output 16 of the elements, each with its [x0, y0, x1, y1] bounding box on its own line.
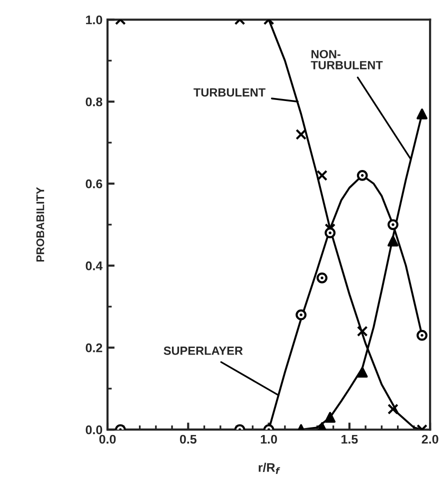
- x-tick-label: 0.5: [180, 434, 196, 444]
- y-tick-label: 0.4: [86, 261, 103, 270]
- x-axis-title: r/R$_{f}$: [258, 462, 280, 474]
- x-tick-label: 1.0: [260, 434, 277, 444]
- y-axis-title: PROBABILITY: [36, 187, 44, 262]
- y-tick-label: 0.0: [86, 425, 102, 434]
- x-tick-label: 2.0: [422, 434, 438, 444]
- x-tick-label: 0.0: [99, 434, 116, 444]
- annotation: TURBULENT: [194, 88, 266, 97]
- y-tick-label: 0.6: [86, 179, 102, 188]
- y-tick-label: 1.0: [86, 15, 102, 24]
- y-tick-label: 0.2: [86, 343, 102, 352]
- x-tick-label: 1.5: [342, 434, 358, 444]
- annotation: NON- TURBULENT: [310, 50, 383, 70]
- annotation: SUPERLAYER: [164, 346, 243, 355]
- y-tick-label: 0.8: [86, 97, 102, 106]
